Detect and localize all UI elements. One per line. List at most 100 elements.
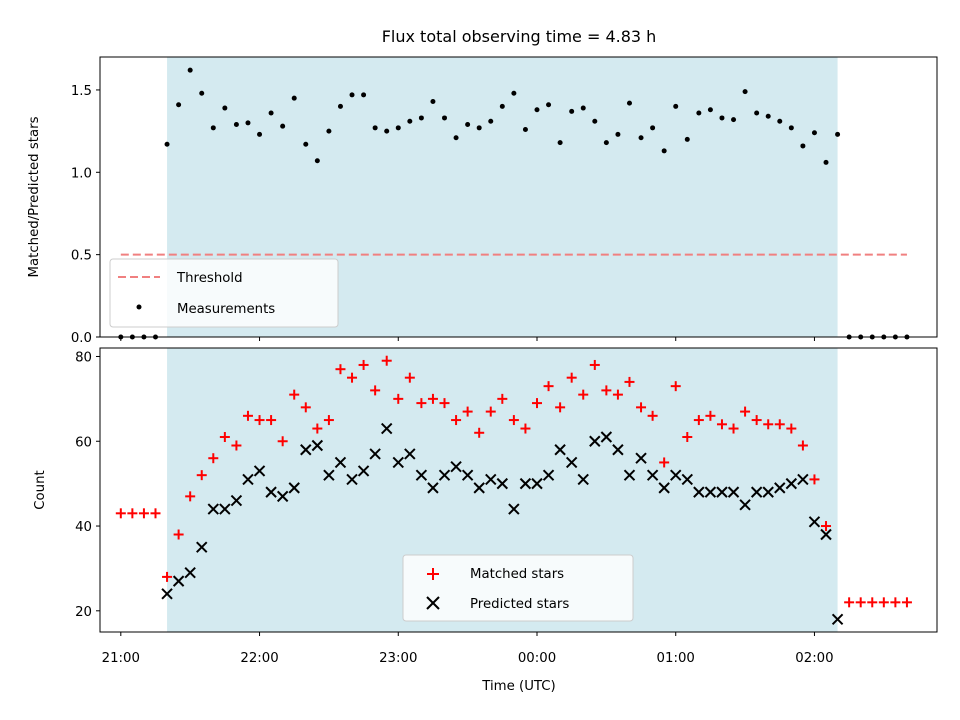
measurement-point — [511, 90, 517, 96]
predicted-star-point — [196, 541, 208, 553]
measurement-point — [499, 103, 505, 109]
predicted-star-point — [485, 473, 497, 486]
measurement-point — [765, 113, 771, 119]
y-tick-label: 0.0 — [71, 331, 92, 346]
top-y-axis-label: Matched/Predicted stars — [27, 116, 42, 277]
matched-star-point — [855, 597, 866, 608]
matched-star-point — [289, 389, 300, 400]
matched-star-point — [462, 406, 473, 417]
predicted-star-point — [531, 477, 543, 490]
matched-star-point — [358, 359, 369, 370]
matched-star-point — [670, 381, 681, 392]
measurement-point — [707, 107, 713, 113]
bottom-legend: Matched stars Predicted stars — [402, 554, 634, 622]
legend-matched-swatch — [427, 568, 439, 580]
measurement-point — [835, 131, 841, 137]
predicted-star-point — [808, 516, 821, 528]
matched-star-point — [393, 393, 404, 404]
predicted-star-point — [577, 473, 589, 486]
y-tick-label: 40 — [75, 520, 92, 535]
measurement-point — [788, 125, 794, 131]
matched-star-point — [647, 410, 658, 421]
matched-star-point — [774, 419, 785, 430]
predicted-star-point — [172, 575, 185, 587]
measurement-point — [569, 108, 575, 114]
measurement-point — [534, 107, 540, 113]
measurement-point — [199, 90, 205, 96]
y-tick-label: 1.5 — [71, 84, 92, 99]
top-panel: 0.0 0.5 1.0 1.5 Matched/Predicted stars Thr… — [27, 56, 938, 346]
measurement-point — [638, 135, 644, 141]
predicted-star-point — [288, 482, 300, 494]
matched-star-point — [624, 376, 635, 387]
matched-star-point — [786, 423, 797, 434]
measurement-point — [395, 125, 401, 131]
predicted-star-point — [253, 465, 266, 477]
measurement-point — [684, 136, 690, 142]
matched-star-point — [867, 597, 878, 608]
matched-star-point — [578, 389, 589, 400]
matched-star-point — [150, 508, 161, 519]
y-tick-label: 1.0 — [71, 166, 92, 181]
predicted-star-point — [600, 431, 613, 443]
predicted-star-point — [184, 566, 196, 579]
matched-star-point — [312, 423, 323, 434]
predicted-star-point — [589, 435, 601, 447]
matched-star-point — [751, 415, 762, 426]
predicted-star-point — [450, 460, 462, 473]
matched-star-point — [381, 355, 392, 366]
predicted-star-point — [704, 486, 717, 498]
measurement-point — [811, 130, 817, 136]
predicted-star-point — [242, 473, 254, 486]
predicted-star-point — [346, 473, 358, 486]
legend-matched-label: Matched stars — [470, 567, 564, 582]
matched-star-point — [115, 508, 126, 519]
measurement-point — [442, 115, 448, 121]
measurement-point — [580, 105, 586, 111]
bottom-y-ticks: 20 40 60 80 — [75, 350, 100, 620]
y-tick-label: 0.5 — [71, 249, 92, 264]
matched-star-point — [531, 398, 542, 409]
measurement-point — [557, 140, 563, 146]
measurement-point — [823, 159, 829, 165]
predicted-star-point — [207, 503, 220, 515]
predicted-star-point — [797, 473, 809, 486]
x-tick-label: 22:00 — [240, 651, 278, 666]
measurement-point — [430, 98, 436, 104]
predicted-star-point — [357, 465, 370, 477]
predicted-star-point — [265, 486, 277, 498]
x-tick-label: 23:00 — [379, 651, 417, 666]
matched-star-point — [208, 453, 219, 464]
measurement-point — [546, 102, 552, 108]
measurement-point — [210, 125, 216, 131]
measurement-point — [372, 125, 378, 131]
predicted-star-point — [427, 482, 439, 494]
x-axis-label: Time (UTC) — [481, 679, 556, 694]
matched-star-point — [705, 410, 716, 421]
matched-star-point — [185, 491, 196, 502]
predicted-star-point — [508, 503, 520, 515]
matched-star-point — [451, 415, 462, 426]
measurement-point — [337, 103, 343, 109]
measurement-point — [661, 148, 667, 154]
matched-star-point — [821, 521, 832, 532]
matched-star-point — [219, 432, 230, 443]
measurement-point — [257, 131, 263, 137]
x-tick-label: 02:00 — [795, 651, 833, 666]
matched-star-point — [127, 508, 138, 519]
predicted-star-point — [461, 469, 474, 481]
predicted-star-point — [369, 448, 381, 460]
measurement-point — [777, 118, 783, 124]
matched-star-point — [682, 432, 693, 443]
legend-measurement-swatch — [136, 304, 142, 310]
matched-star-point — [277, 436, 288, 447]
measurement-point — [222, 105, 228, 111]
legend-predicted-swatch — [426, 596, 440, 610]
measurement-point — [303, 141, 309, 147]
matched-star-point — [520, 423, 531, 434]
measurement-point — [418, 115, 424, 121]
matched-star-point — [404, 372, 415, 383]
predicted-star-point — [658, 482, 670, 494]
